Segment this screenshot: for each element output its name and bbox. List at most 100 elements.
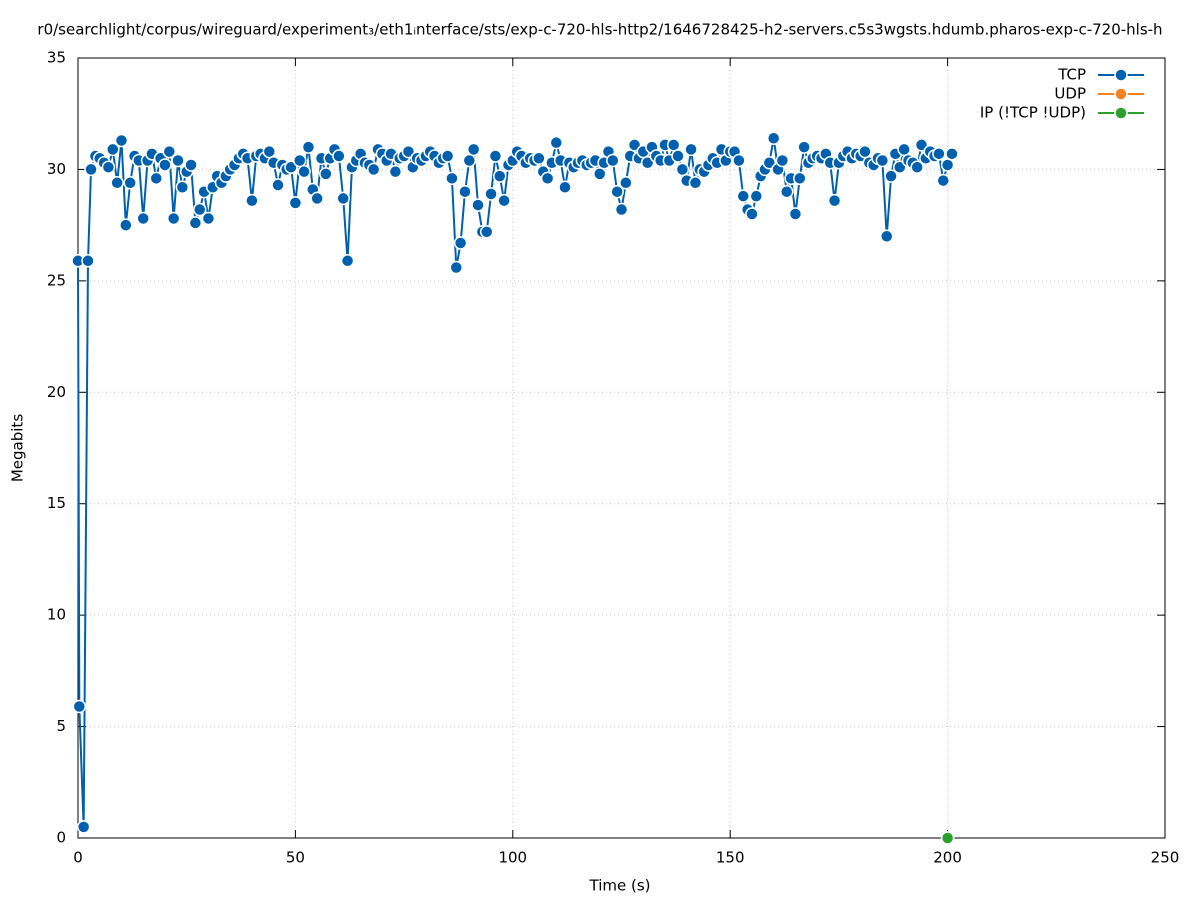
- data-point: [858, 144, 872, 159]
- data-point: [245, 193, 259, 208]
- data-point: [766, 131, 781, 145]
- data-point: [736, 189, 750, 203]
- data-point: [84, 162, 98, 177]
- data-point: [288, 196, 303, 210]
- data-point: [558, 180, 572, 195]
- data-point: [749, 189, 764, 203]
- data-point: [793, 171, 807, 186]
- x-tick-label: 150: [716, 849, 745, 867]
- data-point: [614, 202, 629, 217]
- data-point: [484, 187, 498, 201]
- data-point: [666, 138, 681, 152]
- data-point: [114, 133, 129, 148]
- x-tick-label: 200: [933, 849, 962, 867]
- data-point: [466, 142, 481, 157]
- data-point: [893, 160, 907, 174]
- data-point: [201, 211, 216, 226]
- data-point: [879, 229, 894, 244]
- data-point: [136, 211, 150, 226]
- data-point: [675, 162, 690, 177]
- data-point: [184, 158, 198, 172]
- data-point: [779, 184, 794, 199]
- legend-label: UDP: [1054, 85, 1086, 103]
- data-point: [262, 144, 277, 159]
- y-tick-label: 35: [47, 49, 66, 67]
- data-point: [332, 149, 346, 163]
- data-point: [192, 202, 207, 217]
- data-point: [914, 138, 929, 152]
- data-point: [684, 142, 698, 157]
- data-point: [401, 144, 416, 159]
- legend-marker: [1114, 106, 1128, 120]
- data-point: [479, 225, 494, 239]
- data-point: [671, 149, 685, 163]
- data-point: [593, 167, 607, 181]
- data-point: [175, 180, 190, 195]
- data-point: [453, 236, 468, 250]
- x-tick-label: 50: [286, 849, 305, 867]
- data-point: [910, 160, 924, 174]
- data-point: [471, 198, 485, 212]
- data-point: [366, 162, 381, 177]
- data-point: [640, 155, 655, 170]
- data-point: [610, 184, 624, 199]
- x-tick-label: 100: [498, 849, 527, 867]
- plot-frame: [77, 57, 1166, 839]
- data-point: [76, 820, 91, 834]
- data-point: [488, 149, 503, 163]
- data-point: [532, 151, 546, 166]
- data-point: [688, 176, 703, 190]
- data-point: [158, 158, 172, 172]
- data-point: [540, 171, 555, 186]
- data-point: [788, 207, 803, 221]
- data-point: [301, 140, 316, 154]
- data-point: [497, 193, 511, 208]
- data-point: [762, 155, 777, 170]
- data-point: [310, 191, 324, 206]
- data-point: [940, 831, 955, 845]
- y-tick-label: 25: [47, 271, 66, 289]
- data-point: [945, 147, 959, 161]
- data-point: [549, 135, 564, 150]
- y-tick-label: 20: [47, 383, 66, 401]
- data-point: [319, 167, 333, 181]
- data-point: [110, 176, 124, 190]
- legend-marker: [1114, 87, 1128, 101]
- y-tick-label: 10: [47, 606, 66, 624]
- x-axis-label: Time (s): [589, 877, 651, 895]
- data-point: [388, 164, 403, 179]
- y-tick-label: 30: [47, 160, 66, 178]
- data-point: [606, 153, 620, 168]
- data-point: [271, 178, 285, 192]
- legend-marker: [1114, 68, 1128, 82]
- data-point: [123, 176, 137, 190]
- data-point: [619, 176, 633, 190]
- data-point: [932, 147, 946, 161]
- data-point: [162, 144, 177, 159]
- data-point: [449, 260, 464, 275]
- data-point: [119, 218, 133, 232]
- data-point: [166, 211, 181, 226]
- chart-title: r0/searchlight/corpus/wireguard/experime…: [37, 21, 1162, 39]
- data-point: [875, 153, 890, 168]
- data-point: [284, 160, 298, 174]
- legend-label: IP (!TCP !UDP): [980, 104, 1086, 122]
- y-tick-label: 15: [47, 494, 66, 512]
- data-point: [188, 216, 203, 230]
- data-point: [440, 149, 455, 163]
- data-point: [462, 153, 477, 168]
- data-point: [149, 171, 164, 186]
- data-point: [940, 158, 955, 172]
- data-point: [106, 142, 120, 157]
- data-point: [884, 169, 898, 183]
- data-point: [936, 173, 951, 188]
- data-point: [171, 153, 185, 168]
- legend-label: TCP: [1057, 66, 1086, 84]
- data-point: [72, 699, 87, 714]
- data-point: [732, 153, 746, 168]
- data-point: [458, 184, 472, 199]
- data-point: [827, 193, 842, 208]
- data-point: [797, 140, 811, 154]
